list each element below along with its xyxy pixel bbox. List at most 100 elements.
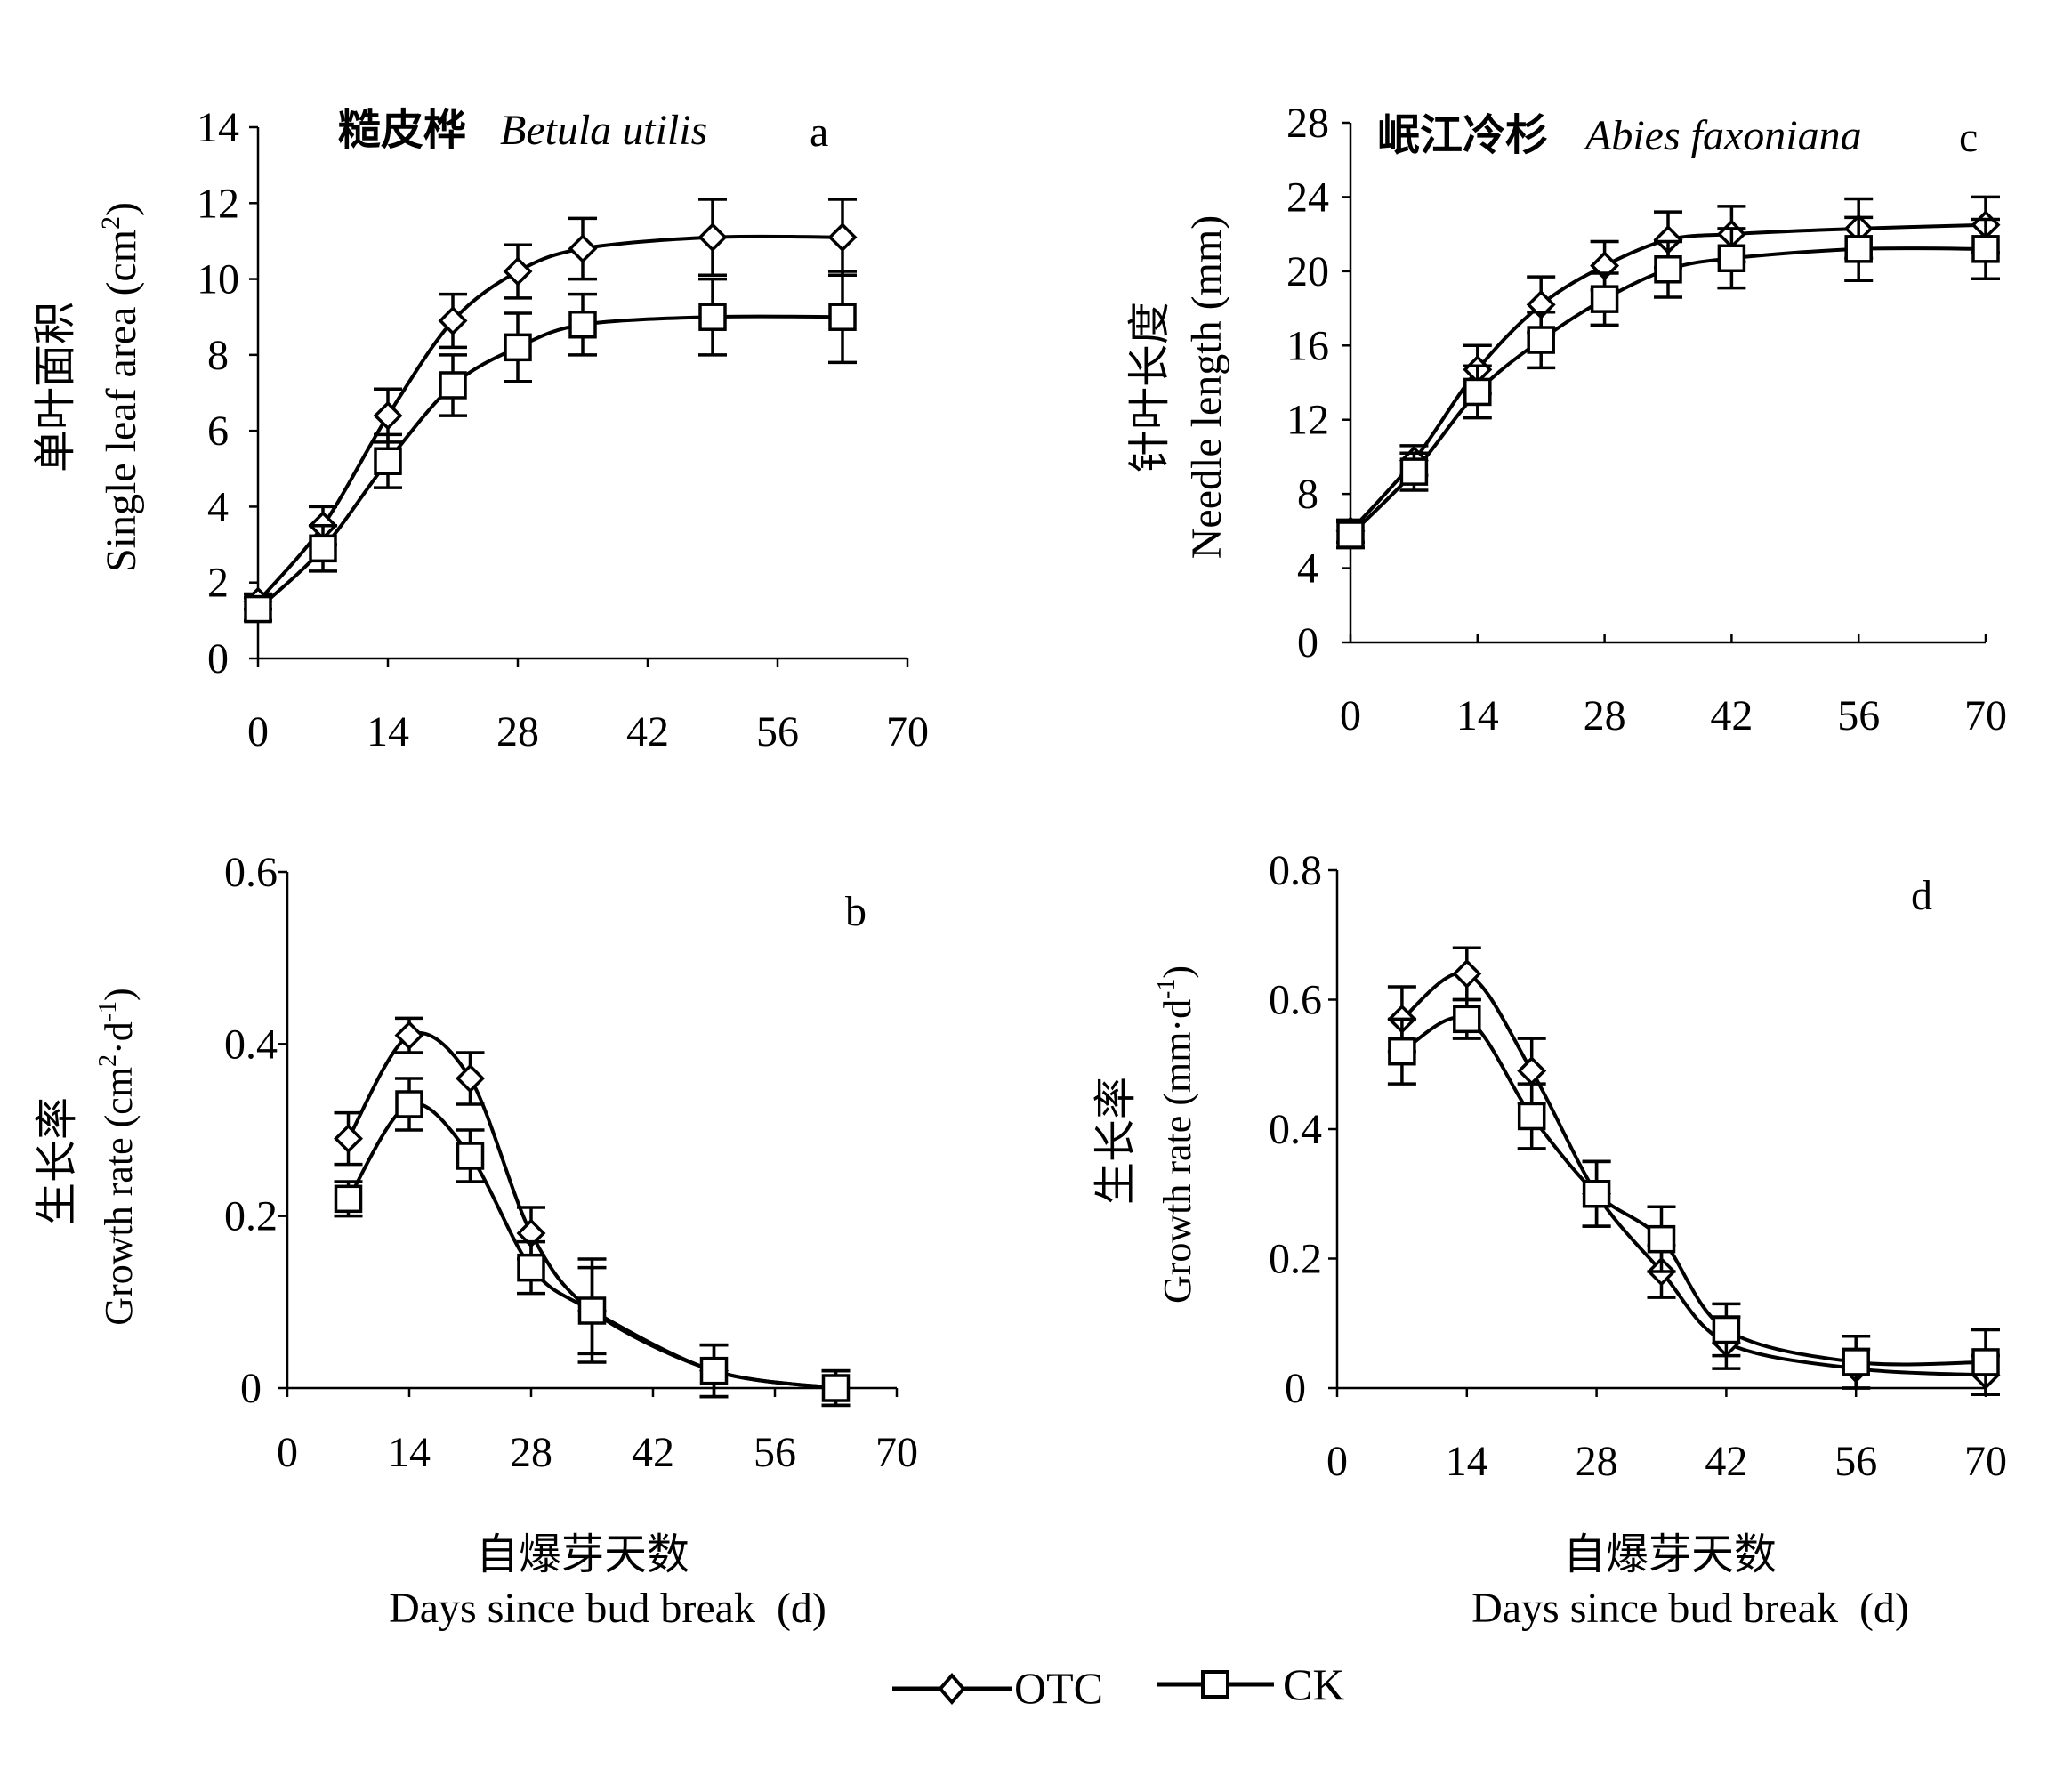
- panel-d-ytick-label: 0: [1285, 1365, 1306, 1412]
- panel-a-series-otc-point: [568, 233, 598, 263]
- panel-a-title-cn: 糙皮桦: [338, 107, 466, 154]
- panel-c-ytick-label: 0: [1297, 619, 1318, 666]
- panel-d-xtick-label: 0: [1326, 1438, 1348, 1485]
- panel-a-ytick-label: 6: [207, 408, 229, 455]
- panel-a-series-ck-point: [828, 303, 857, 331]
- panel-b-xlabel-cn: 自爆芽天数: [476, 1531, 689, 1578]
- panel-c-ytick-label: 20: [1286, 248, 1329, 295]
- legend-ck-marker: [1201, 1670, 1229, 1699]
- panel-a-xtick-label: 70: [886, 708, 929, 755]
- panel-b-xtick-label: 70: [875, 1429, 918, 1476]
- panel-b-ytick-label: 0.4: [224, 1021, 278, 1068]
- legend-otc-label: OTC: [1014, 1663, 1103, 1713]
- panel-a-letter: a: [810, 109, 828, 156]
- panel-d-series-ck-point: [1453, 1005, 1481, 1034]
- panel-b-xtick-label: 42: [632, 1429, 674, 1476]
- panel-c-plot: 0 4 8 12 16 20 24 28 0 14 28 42 56 70: [1286, 100, 2007, 739]
- panel-a-ytick-label: 12: [197, 180, 239, 227]
- panel-a-series-otc-point: [438, 306, 468, 335]
- panel-b-series-ck-point: [699, 1356, 729, 1385]
- panel-c-xtick-label: 70: [1964, 692, 2007, 739]
- panel-d: d 生长率 Growth rate (mm·d-1) 自爆芽天数 Days si…: [1092, 872, 1932, 1632]
- panel-d-xlabel-en: Days since bud break (d): [1471, 1585, 1909, 1632]
- panel-c-xtick-label: 28: [1584, 692, 1626, 739]
- panel-c-series-ck-point: [1463, 377, 1492, 407]
- panel-a-ylabel-cn: 单叶面积: [32, 302, 79, 472]
- panel-b-series-otc-point: [456, 1063, 485, 1094]
- panel-c-ytick-label: 28: [1286, 100, 1329, 147]
- panel-a-xtick-label: 56: [756, 708, 799, 755]
- panel-c-xtick-label: 0: [1340, 692, 1361, 739]
- panel-c-series-ck-point: [1844, 235, 1873, 263]
- panel-d-xtick-label: 70: [1964, 1438, 2007, 1485]
- panel-b-series-ck-point: [517, 1253, 545, 1282]
- panel-a-ylabel-en: Single leaf area (cm2): [96, 202, 145, 572]
- panel-b-series-otc-point: [394, 1021, 424, 1051]
- panel-b-series-ck-point: [577, 1296, 607, 1325]
- panel-b-ytick-label: 0.2: [224, 1193, 278, 1240]
- panel-d-ytick-label: 0.8: [1269, 847, 1322, 894]
- panel-a-series-ck-point: [504, 333, 532, 362]
- panel-c-ytick-label: 8: [1297, 471, 1318, 518]
- panel-d-ytick-label: 0.2: [1269, 1236, 1322, 1283]
- panel-b-xtick-label: 56: [754, 1429, 796, 1476]
- panel-a-ytick-label: 0: [207, 635, 229, 682]
- panel-d-ylabel-cn: 生长率: [1092, 1077, 1140, 1205]
- panel-b-ytick-label: 0: [240, 1365, 262, 1412]
- panel-b-xtick-label: 0: [277, 1429, 298, 1476]
- panel-c-ylabel-cn: 针叶长度: [1126, 302, 1173, 472]
- panel-d-series-otc-point: [1452, 958, 1482, 989]
- panel-d-ylabel-en-main: Growth rate (mm·d: [1156, 999, 1199, 1304]
- panel-c-series-ck-point: [1399, 457, 1429, 486]
- panel-c-xtick-label: 56: [1837, 692, 1880, 739]
- panel-b-ylabel-en-sup2: -1: [94, 1001, 122, 1021]
- panel-d-series-ck-point: [1842, 1348, 1870, 1376]
- panel-a-ylabel-en-main: Single leaf area (cm: [98, 230, 145, 572]
- panel-b-ylabel-en-end: ): [97, 988, 141, 1001]
- panel-d-xlabel-cn: 自爆芽天数: [1563, 1531, 1777, 1578]
- panel-a-ytick-label: 14: [197, 104, 239, 151]
- panel-c-series-ck-point: [1717, 244, 1746, 273]
- panel-c-series-ck-point: [1654, 255, 1682, 284]
- panel-b-plot: 0 0.2 0.4 0.6 0 14 28 42 56 70: [224, 849, 918, 1476]
- panel-d-xtick-label: 14: [1446, 1438, 1488, 1485]
- panel-a-series-ck-point: [374, 447, 402, 476]
- panel-b-ylabel-en-main: Growth rate (cm: [97, 1067, 141, 1326]
- panel-c-ytick-label: 16: [1286, 322, 1329, 369]
- panel-b-ylabel-cn: 生长率: [34, 1097, 81, 1225]
- panel-c-ytick-label: 4: [1297, 545, 1318, 593]
- panel-c-ytick-label: 12: [1286, 397, 1329, 444]
- panel-a-ylabel-en-sup: 2: [96, 216, 125, 230]
- panel-a-ytick-label: 2: [207, 560, 229, 607]
- panel-d-ylabel-en-sup: -1: [1153, 979, 1181, 999]
- panel-b-series-ck-point: [456, 1142, 485, 1170]
- panel-a-series-ck-point: [439, 371, 467, 400]
- panel-a-xtick-label: 0: [247, 708, 269, 755]
- panel-d-letter: d: [1911, 872, 1932, 919]
- panel-a-series-ck-point: [568, 310, 597, 339]
- panel-b-series-ck-point: [821, 1374, 851, 1402]
- panel-a-ytick-label: 10: [197, 256, 239, 303]
- panel-d-series-ck-point: [1517, 1102, 1546, 1131]
- panel-a-series-otc-point: [697, 222, 728, 253]
- panel-a: 糙皮桦 Betula utilis a 单叶面积 Single leaf are…: [32, 107, 828, 572]
- panel-d-series-ck-point: [1582, 1180, 1611, 1208]
- panel-d-xtick-label: 42: [1705, 1438, 1747, 1485]
- panel-b-ylabel-en: Growth rate (cm2·d-1): [94, 988, 141, 1325]
- panel-b-series-otc-point: [334, 1124, 363, 1154]
- panel-c-letter: c: [1959, 114, 1978, 161]
- panel-d-ytick-label: 0.6: [1269, 977, 1322, 1024]
- panel-a-ylabel-en-end: ): [98, 202, 145, 216]
- panel-a-series-ck-point: [244, 594, 272, 624]
- panel-c-xtick-label: 14: [1456, 692, 1499, 739]
- panel-b-series-ck-point: [334, 1184, 363, 1214]
- legend-ck-label: CK: [1283, 1659, 1344, 1709]
- panel-d-ytick-label: 0.4: [1269, 1106, 1322, 1153]
- panel-b-letter: b: [845, 888, 867, 935]
- panel-a-xtick-label: 14: [367, 708, 409, 755]
- panel-b-ylabel-en-sup: 2: [94, 1054, 122, 1067]
- panel-c-ytick-label: 24: [1286, 174, 1329, 221]
- panel-d-series-ck-point: [1971, 1348, 2000, 1376]
- panel-b-xlabel-en: Days since bud break (d): [389, 1585, 826, 1632]
